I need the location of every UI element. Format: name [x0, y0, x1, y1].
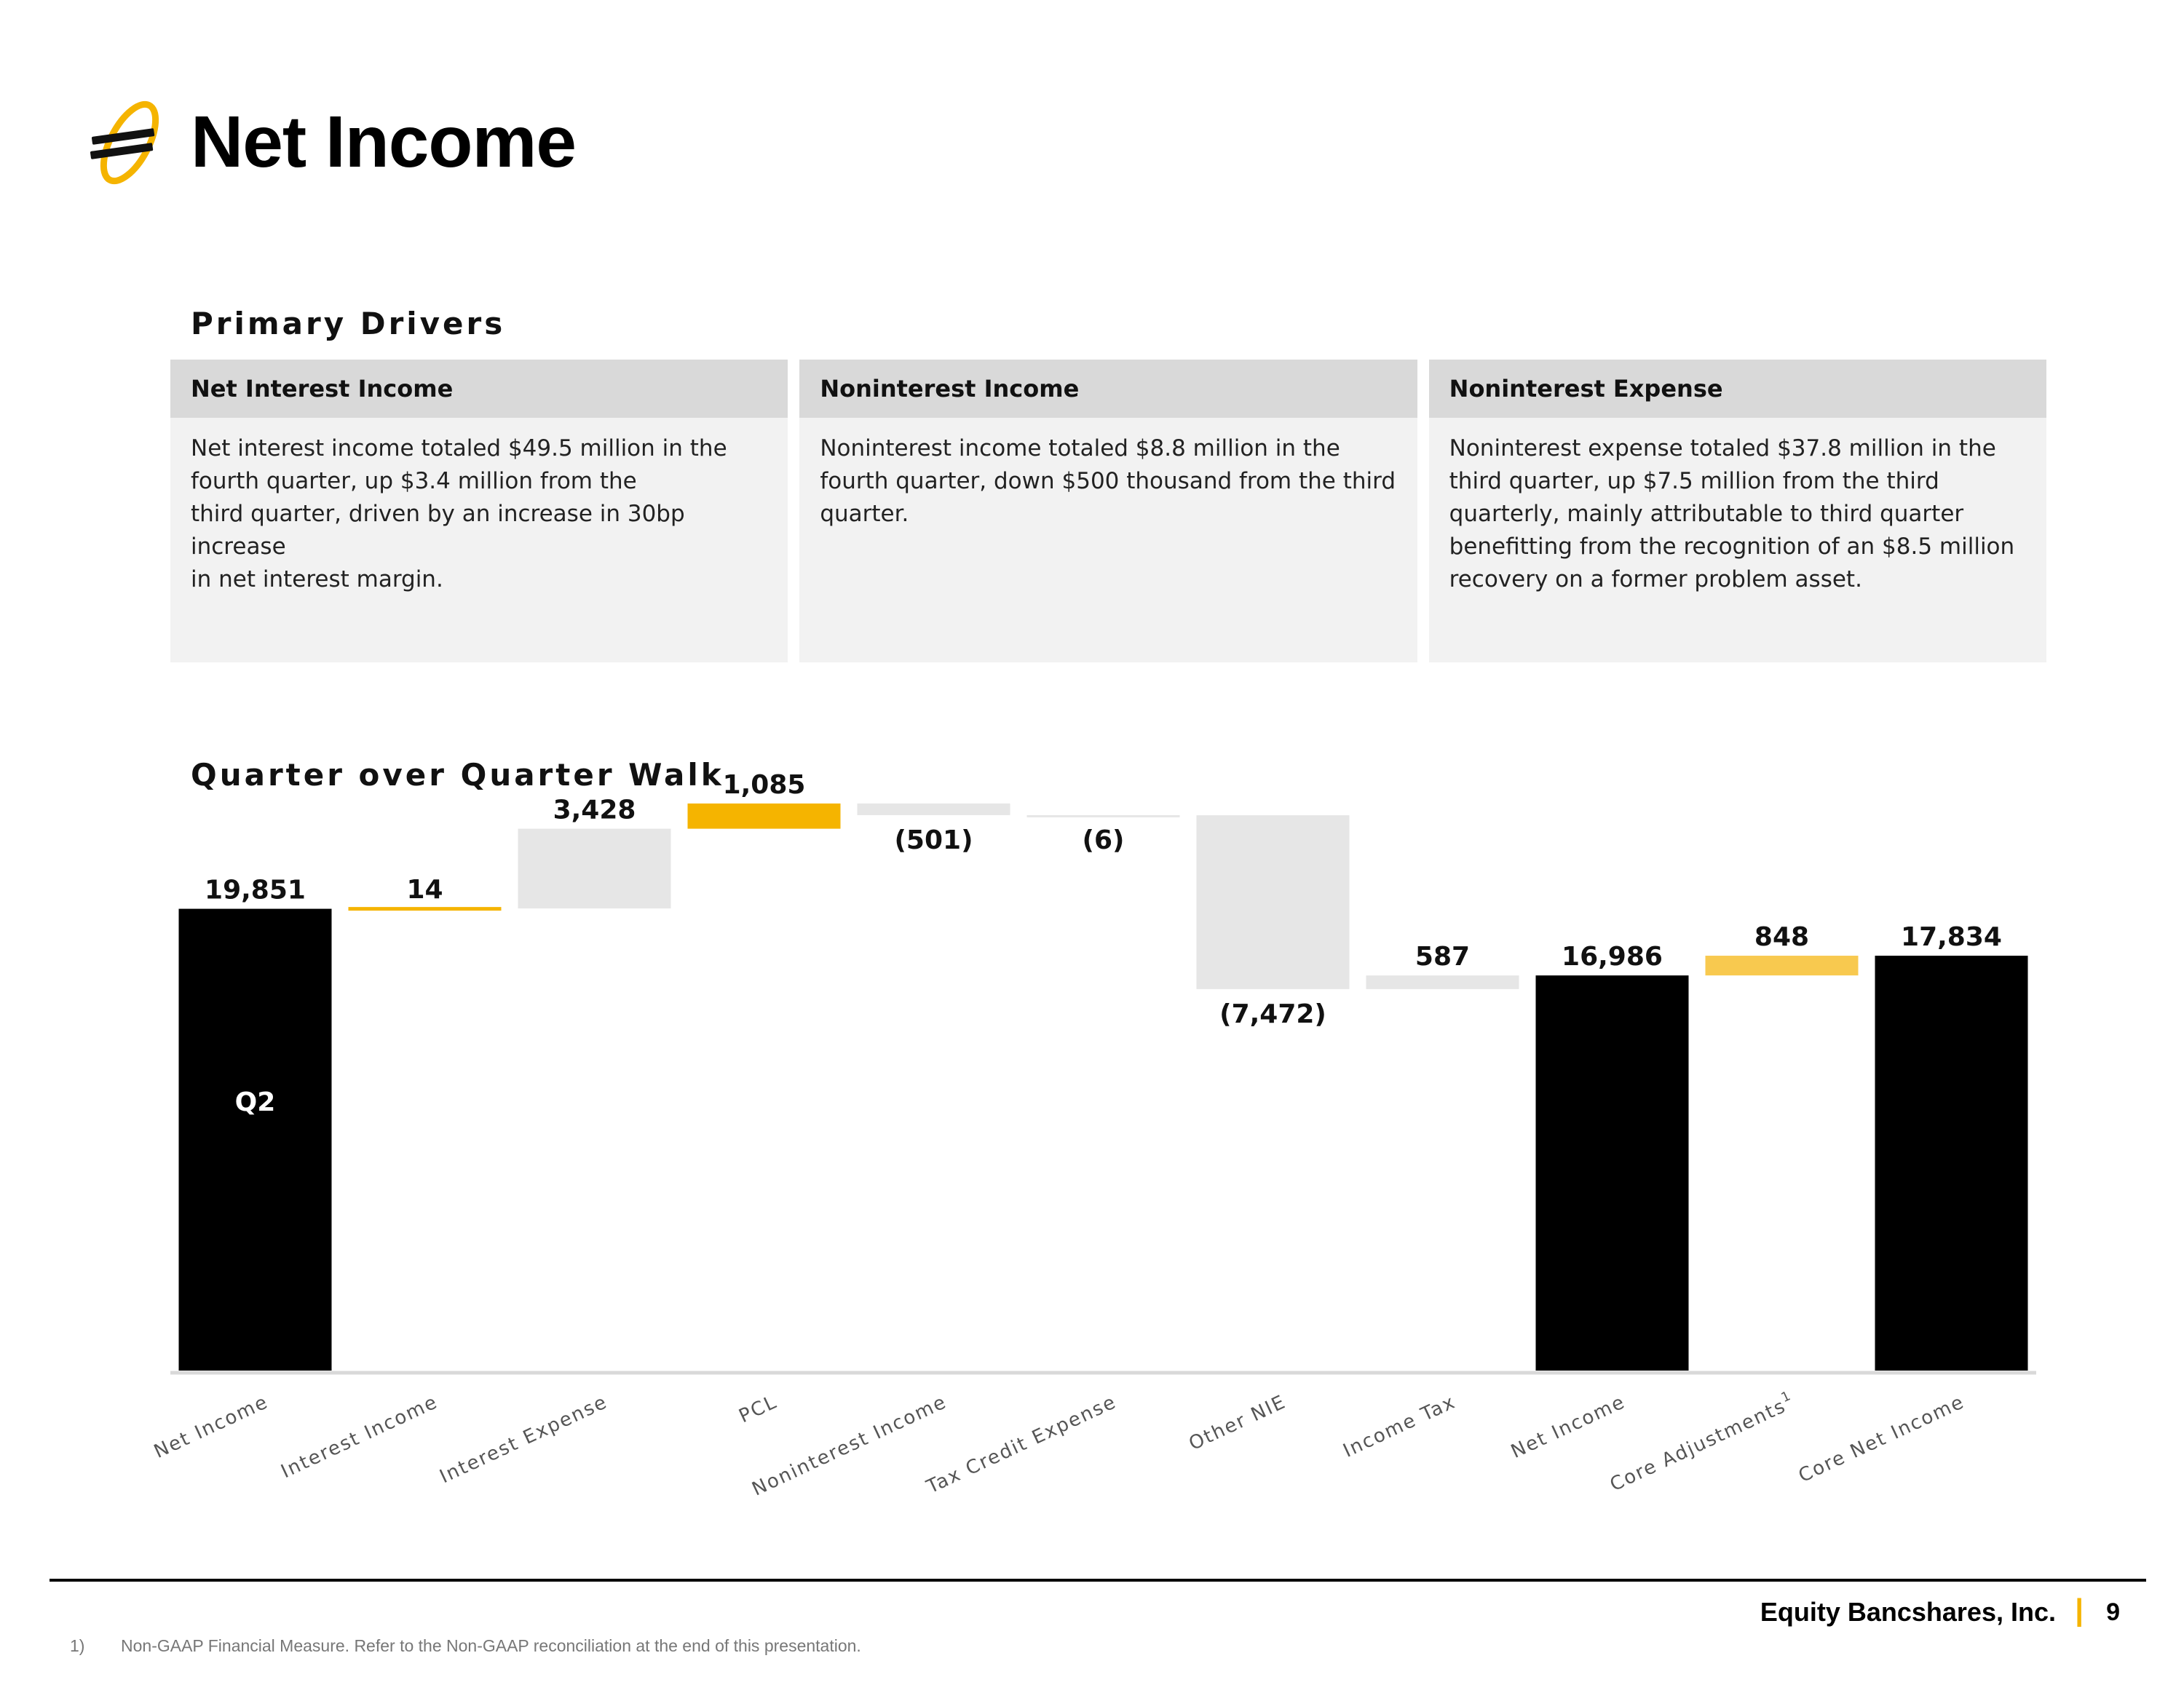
page-title: Net Income: [191, 101, 577, 183]
driver-card-text: Net interest income totaled $49.5 millio…: [170, 418, 788, 611]
driver-card-heading: Noninterest Income: [799, 360, 1417, 418]
footer-company-name: Equity Bancshares, Inc.: [1760, 1597, 2056, 1627]
data-label: 587: [1415, 942, 1470, 972]
driver-text-line: recovery on a former problem asset.: [1449, 566, 1862, 592]
bar-core-net-income: [1875, 956, 2028, 1371]
driver-card-heading: Net Interest Income: [170, 360, 788, 418]
primary-drivers-title: Primary Drivers: [191, 306, 506, 341]
data-label: 16,986: [1562, 942, 1663, 972]
company-logo-icon: [90, 100, 159, 185]
x-tick-label: Interest Expense: [436, 1391, 611, 1488]
page-number: 9: [2106, 1598, 2120, 1626]
data-label: (501): [894, 825, 973, 855]
x-tick-label: Tax Credit Expense: [923, 1391, 1120, 1499]
data-label: (7,472): [1219, 999, 1326, 1029]
data-label: (6): [1083, 825, 1125, 855]
driver-text-line: Noninterest income totaled $8.8 million …: [820, 435, 1340, 461]
bar-outline: [348, 907, 502, 911]
bar-inner-label: Q2: [235, 1087, 276, 1117]
bar-other-nie: [1196, 815, 1350, 989]
x-tick-label: Core Net Income: [1795, 1391, 1968, 1487]
footer-separator: |: [2075, 1593, 2084, 1627]
footnote-marker: 1: [1779, 1388, 1794, 1406]
driver-card-net-interest-income: Net Interest Income Net interest income …: [170, 360, 788, 662]
bar-interest-expense: [518, 828, 671, 909]
walk-chart-title: Quarter over Quarter Walk: [191, 757, 724, 793]
driver-text-line: fourth quarter, down $500 thousand from …: [820, 468, 1396, 494]
driver-card-text: Noninterest income totaled $8.8 million …: [799, 418, 1417, 545]
data-label: 848: [1754, 922, 1809, 952]
x-tick-label: Income Tax: [1340, 1391, 1460, 1462]
driver-text-line: Noninterest expense totaled $37.8 millio…: [1449, 435, 1996, 461]
bar-core-adjustments: [1705, 956, 1859, 976]
x-tick-label: Other NIE: [1186, 1391, 1290, 1455]
x-tick-label: Net Income: [151, 1391, 272, 1463]
x-tick-label: Interest Income: [278, 1391, 442, 1483]
primary-drivers-panel: Net Interest Income Net interest income …: [170, 360, 2046, 662]
footnote-text: Non-GAAP Financial Measure. Refer to the…: [121, 1636, 861, 1655]
driver-text-line: fourth quarter, up $3.4 million from the: [191, 468, 637, 494]
driver-text-line: in net interest margin.: [191, 566, 443, 592]
data-label: 19,851: [205, 876, 306, 905]
footnote-number: 1): [70, 1636, 85, 1655]
waterfall-chart: 19,851 Q2 Net Income 14 Interest Income 3,428…: [151, 770, 2036, 1501]
x-tick-label: PCL: [736, 1391, 781, 1427]
x-tick-label: Net Income: [1508, 1391, 1629, 1463]
footer-divider: [50, 1579, 2146, 1582]
data-label: 1,085: [723, 770, 806, 800]
data-label: 17,834: [1901, 922, 2002, 952]
driver-card-text: Noninterest expense totaled $37.8 millio…: [1429, 418, 2046, 611]
data-label: 3,428: [553, 796, 636, 825]
driver-text-line: Net interest income totaled $49.5 millio…: [191, 435, 727, 461]
bar-income-tax: [1366, 975, 1519, 989]
driver-text-line: quarter.: [820, 501, 909, 527]
bar-net-income: [178, 908, 332, 1371]
driver-card-noninterest-income: Noninterest Income Noninterest income to…: [799, 360, 1417, 662]
driver-text-line: third quarter, driven by an increase in …: [191, 501, 685, 560]
driver-text-line: benefitting from the recognition of an $…: [1449, 534, 2015, 560]
driver-text-line: quarterly, mainly attributable to third …: [1449, 501, 1964, 527]
driver-card-heading: Noninterest Expense: [1428, 360, 2046, 418]
bar-noninterest-income: [857, 803, 1010, 815]
driver-text-line: third quarter, up $7.5 million from the …: [1449, 468, 1939, 494]
x-tick-label: Core Adjustments1: [1605, 1388, 1799, 1496]
bar-net-income: [1535, 975, 1689, 1371]
bar-pcl: [687, 803, 841, 829]
driver-card-noninterest-expense: Noninterest Expense Noninterest expense …: [1428, 360, 2046, 662]
data-label: 14: [406, 875, 443, 905]
bar-tax-credit-expense: [1026, 814, 1180, 817]
